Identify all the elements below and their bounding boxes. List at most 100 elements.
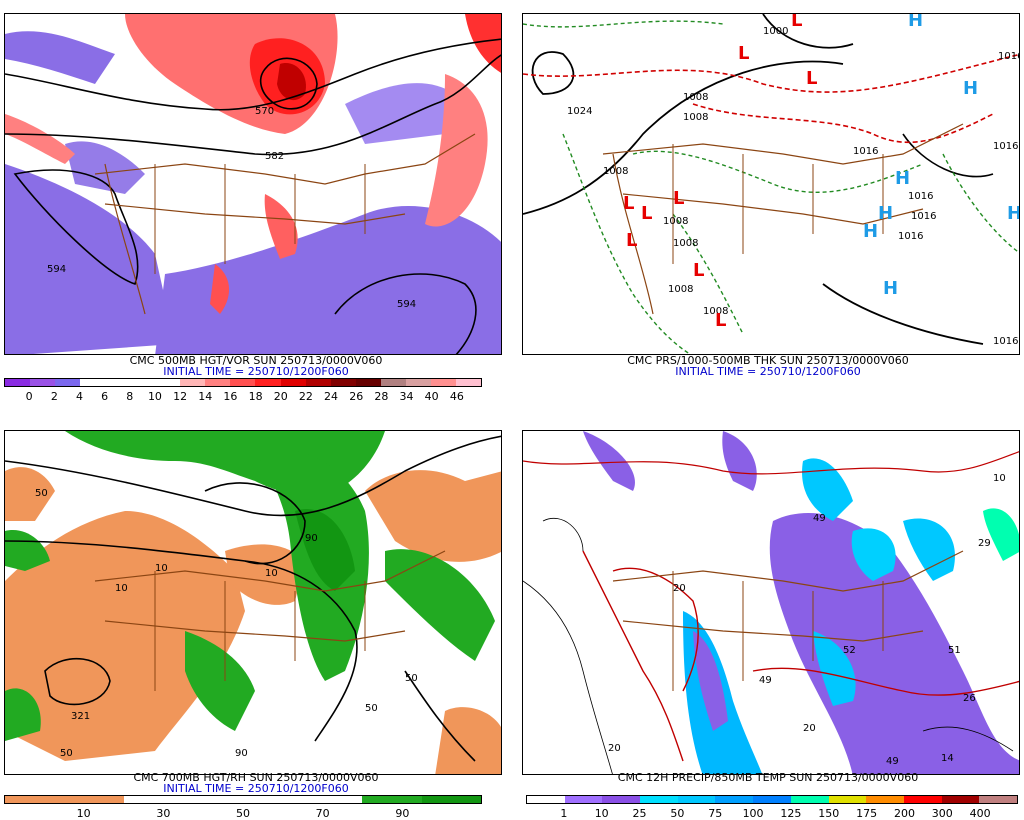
color-scale-swatch — [65, 796, 125, 803]
isobar-label: 1008 — [683, 112, 708, 123]
isobar-label: 1008 — [683, 92, 708, 103]
color-scale-swatch — [5, 379, 30, 386]
isobar-label: 1016 — [898, 231, 923, 242]
color-scale-tick-label: 2 — [51, 390, 58, 403]
color-scale-swatch — [527, 796, 565, 803]
color-scale-tick-label: 26 — [349, 390, 363, 403]
isobar-label: 1016 — [993, 336, 1018, 347]
temp-label: 20 — [673, 583, 686, 594]
temp-label: 52 — [843, 645, 856, 656]
color-scale-tick-label: 46 — [450, 390, 464, 403]
contour-label: 582 — [265, 151, 284, 162]
low-pressure-marker: L — [715, 310, 726, 331]
color-scale-swatch — [422, 796, 482, 803]
isobar-label: 1008 — [663, 216, 688, 227]
color-scale-tick-label: 22 — [299, 390, 313, 403]
color-scale-ticks: 1 10 25 50 75 100 125 150 175 200 300 400 — [526, 807, 1018, 819]
isobar-label: 1016 — [993, 141, 1018, 152]
color-scale-swatch — [753, 796, 791, 803]
isobar-label: 1008 — [668, 284, 693, 295]
color-scale-swatch — [456, 379, 481, 386]
temp-label: 20 — [803, 723, 816, 734]
isobar-label: 1008 — [673, 238, 698, 249]
color-scale-tick-label: 100 — [743, 807, 764, 820]
color-scale-swatch — [30, 379, 55, 386]
map-frame: 1000 1024 1016 1008 1008 1008 1008 1008 … — [522, 13, 1020, 355]
color-scale-swatch — [406, 379, 431, 386]
initial-time: INITIAL TIME = 250710/1200F060 — [0, 783, 512, 795]
isobar-label: 1016 — [853, 146, 878, 157]
color-scale-swatch — [155, 379, 180, 386]
color-scale-tick-label: 50 — [236, 807, 250, 820]
isobar-label: 1024 — [567, 106, 592, 117]
color-scale-swatch — [180, 379, 205, 386]
color-scale-tick-label: 20 — [274, 390, 288, 403]
low-pressure-marker: L — [641, 203, 652, 224]
color-scale-swatch — [331, 379, 356, 386]
color-scale-tick-label: 24 — [324, 390, 338, 403]
color-scale-swatch — [243, 796, 303, 803]
low-pressure-marker: L — [693, 260, 704, 281]
color-scale-swatch — [230, 379, 255, 386]
color-scale-ticks: 10 30 50 70 90 — [4, 807, 482, 819]
color-scale-tick-label: 1 — [560, 807, 567, 820]
isobar-label: 1016 — [908, 191, 933, 202]
color-scale-tick-label: 25 — [633, 807, 647, 820]
contour-label: 10 — [265, 568, 278, 579]
color-scale-swatch — [678, 796, 716, 803]
color-scale-swatch — [791, 796, 829, 803]
panel-500mb-hgt-vor: 570 582 594 594 CMC 500MB HGT/VOR SUN 25… — [0, 0, 512, 410]
isobar-label: 1016 — [998, 51, 1020, 62]
color-scale-swatch — [306, 379, 331, 386]
contour-label: 50 — [405, 673, 418, 684]
temp-label: 26 — [963, 693, 976, 704]
isobar-label: 1000 — [763, 26, 788, 37]
high-pressure-marker: H — [963, 78, 978, 99]
isobar-label: 1008 — [603, 166, 628, 177]
initial-time: INITIAL TIME = 250710/1200F060 — [0, 366, 512, 378]
high-pressure-marker: H — [883, 278, 898, 299]
color-scale — [4, 378, 482, 387]
low-pressure-marker: L — [626, 230, 637, 251]
color-scale-swatch — [381, 379, 406, 386]
color-scale-tick-label: 400 — [970, 807, 991, 820]
map-frame: 20 20 20 49 49 52 51 49 29 26 14 10 — [522, 430, 1020, 775]
color-scale-tick-label: 125 — [780, 807, 801, 820]
color-scale-tick-label: 90 — [395, 807, 409, 820]
contour-label: 90 — [305, 533, 318, 544]
color-scale-swatch — [281, 379, 306, 386]
color-scale-swatch — [942, 796, 980, 803]
color-scale-swatch — [904, 796, 942, 803]
color-scale-tick-label: 40 — [425, 390, 439, 403]
color-scale-tick-label: 14 — [198, 390, 212, 403]
panel-700mb-hgt-rh: 321 10 10 10 50 50 50 50 90 90 CMC 700MB… — [0, 410, 512, 819]
color-scale-tick-label: 8 — [126, 390, 133, 403]
temp-label: 14 — [941, 753, 954, 764]
color-scale-swatch — [55, 379, 80, 386]
low-pressure-marker: L — [791, 14, 802, 31]
map-frame: 321 10 10 10 50 50 50 50 90 90 — [4, 430, 502, 775]
temp-label: 49 — [759, 675, 772, 686]
high-pressure-marker: H — [878, 203, 893, 224]
color-scale-tick-label: 300 — [932, 807, 953, 820]
high-pressure-marker: H — [895, 168, 910, 189]
color-scale — [4, 795, 482, 804]
color-scale-tick-label: 12 — [173, 390, 187, 403]
color-scale-tick-label: 175 — [856, 807, 877, 820]
color-scale-swatch — [5, 796, 65, 803]
color-scale-ticks: 0 2 4 6 8 10 12 14 16 18 20 22 24 26 28 34 40 46 — [4, 390, 482, 402]
temp-label: 10 — [993, 473, 1006, 484]
map-frame: 570 582 594 594 — [4, 13, 502, 355]
contour-label: 570 — [255, 106, 274, 117]
color-scale-swatch — [829, 796, 867, 803]
panel-pressure-thickness: 1000 1024 1016 1008 1008 1008 1008 1008 … — [512, 0, 1024, 410]
color-scale-swatch — [105, 379, 130, 386]
color-scale-swatch — [866, 796, 904, 803]
color-scale-tick-label: 150 — [818, 807, 839, 820]
color-scale-swatch — [184, 796, 244, 803]
color-scale-swatch — [255, 379, 280, 386]
color-scale-swatch — [565, 796, 603, 803]
color-scale — [526, 795, 1018, 804]
contour-label: 50 — [35, 488, 48, 499]
contour-label: 10 — [115, 583, 128, 594]
